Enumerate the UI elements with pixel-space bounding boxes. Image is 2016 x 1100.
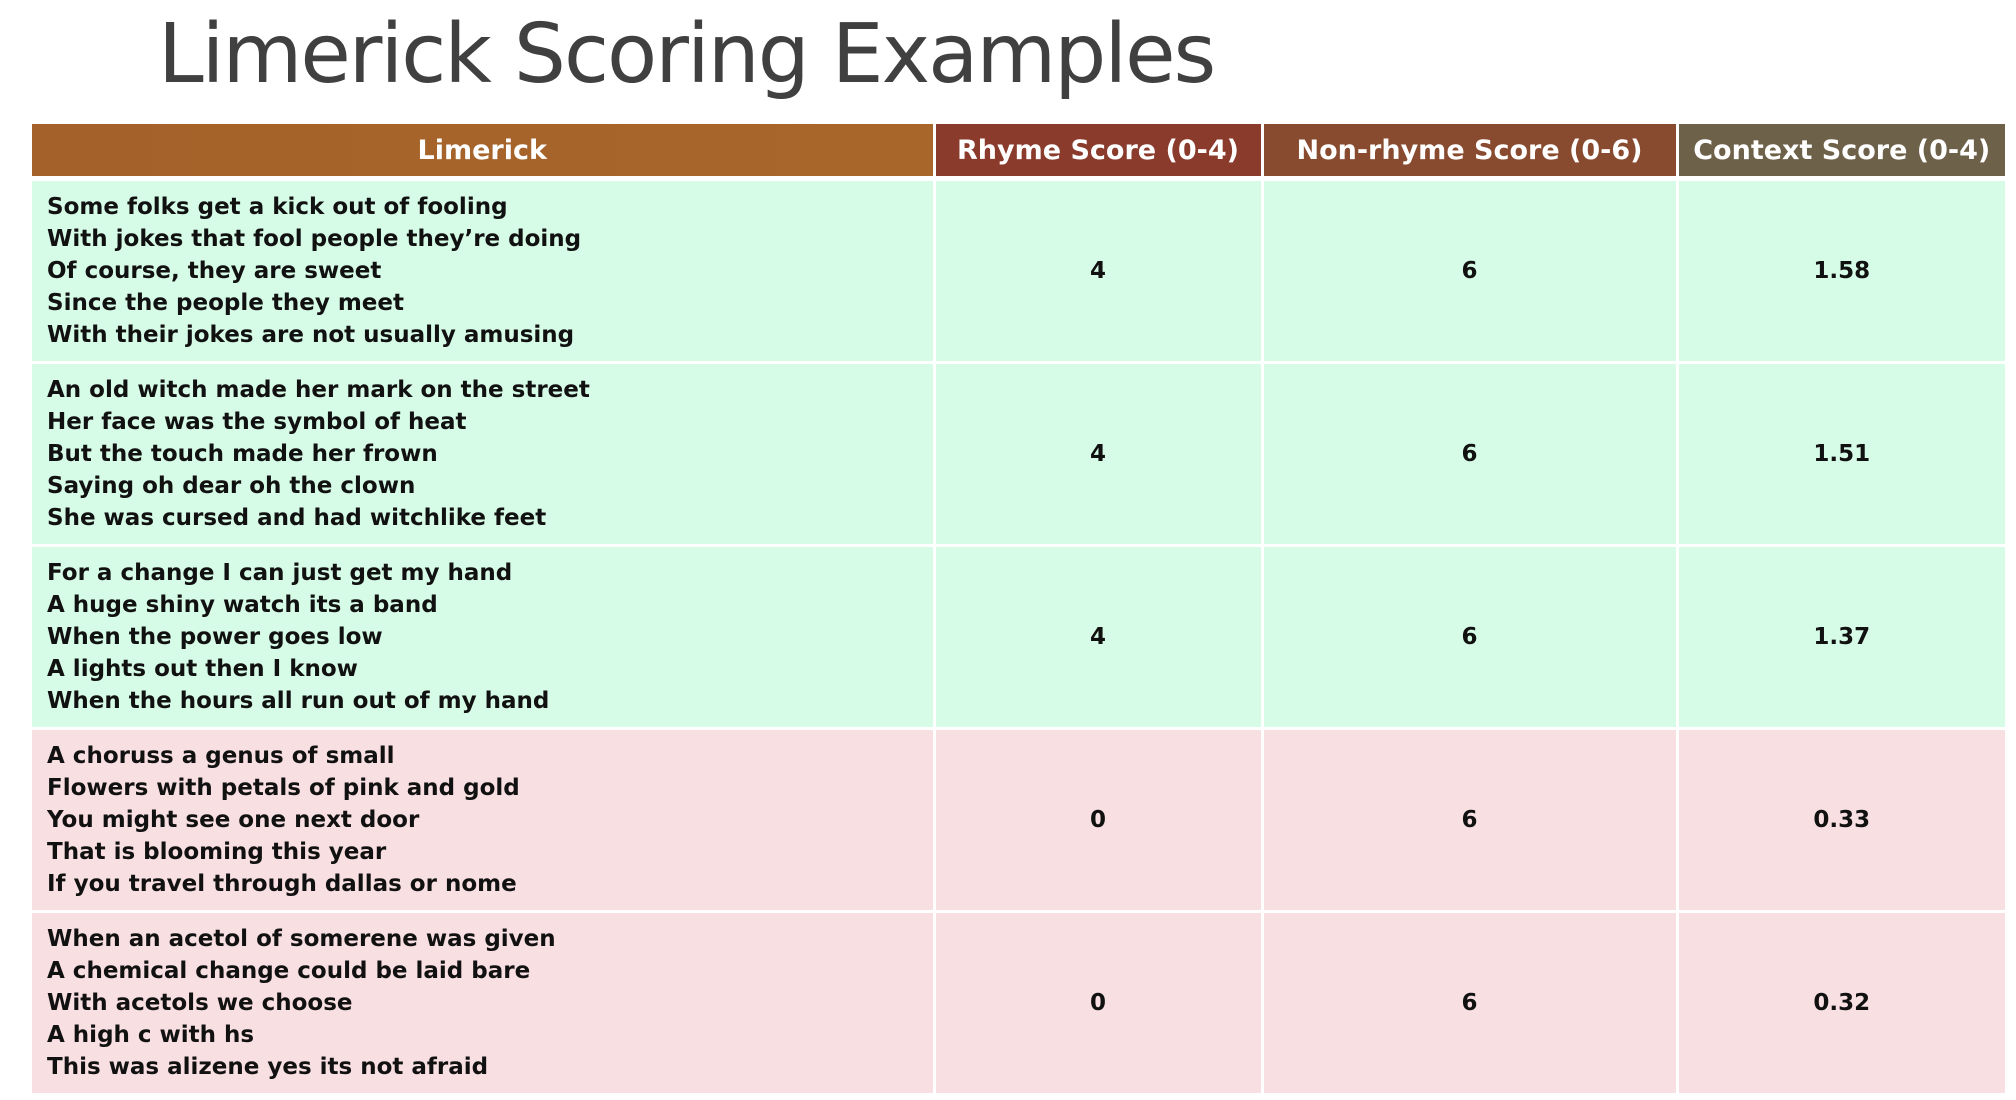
nonrhyme-score-cell: 6 [1262, 362, 1679, 547]
nonrhyme-score-cell: 6 [1262, 728, 1679, 913]
limerick-line: With acetols we choose [47, 990, 353, 1016]
limerick-line: When an acetol of somerene was given [47, 926, 556, 952]
context-score-cell: 0.32 [1677, 911, 2005, 1096]
rhyme-score-cell: 4 [934, 178, 1264, 364]
limerick-cell: A choruss a genus of small Flowers with … [32, 728, 936, 913]
limerick-cell: Some folks get a kick out of fooling Wit… [32, 178, 936, 364]
table-header-row: Limerick Rhyme Score (0-4) Non-rhyme Sco… [32, 124, 2005, 181]
rhyme-score-cell: 4 [934, 362, 1264, 547]
limerick-line: That is blooming this year [47, 839, 387, 865]
header-rhyme-score: Rhyme Score (0-4) [934, 124, 1264, 181]
limerick-line: Since the people they meet [47, 290, 404, 316]
limerick-cell: When an acetol of somerene was given A c… [32, 911, 936, 1096]
header-limerick: Limerick [32, 124, 936, 181]
limerick-line: For a change I can just get my hand [47, 560, 513, 586]
context-score-cell: 0.33 [1677, 728, 2005, 913]
limerick-line: A huge shiny watch its a band [47, 592, 438, 618]
table-row: For a change I can just get my hand A hu… [32, 545, 2005, 730]
rhyme-score-cell: 4 [934, 545, 1264, 730]
limerick-line: Flowers with petals of pink and gold [47, 775, 520, 801]
rhyme-score-cell: 0 [934, 911, 1264, 1096]
limerick-line: Some folks get a kick out of fooling [47, 194, 508, 220]
context-score-cell: 1.51 [1677, 362, 2005, 547]
nonrhyme-score-cell: 6 [1262, 178, 1679, 364]
limerick-line: You might see one next door [47, 807, 420, 833]
limerick-line: When the hours all run out of my hand [47, 688, 550, 714]
limerick-scores-table: Limerick Rhyme Score (0-4) Non-rhyme Sco… [32, 124, 2005, 1096]
limerick-line: With their jokes are not usually amusing [47, 322, 575, 348]
table-row: An old witch made her mark on the street… [32, 362, 2005, 547]
limerick-line: She was cursed and had witchlike feet [47, 505, 547, 531]
context-score-cell: 1.37 [1677, 545, 2005, 730]
context-score-cell: 1.58 [1677, 178, 2005, 364]
nonrhyme-score-cell: 6 [1262, 911, 1679, 1096]
limerick-line: If you travel through dallas or nome [47, 871, 517, 897]
limerick-line: A choruss a genus of small [47, 743, 395, 769]
limerick-line: But the touch made her frown [47, 441, 438, 467]
limerick-line: With jokes that fool people they’re doin… [47, 226, 582, 252]
limerick-cell: An old witch made her mark on the street… [32, 362, 936, 547]
limerick-line: A chemical change could be laid bare [47, 958, 531, 984]
limerick-line: A lights out then I know [47, 656, 358, 682]
limerick-line: An old witch made her mark on the street [47, 377, 590, 403]
nonrhyme-score-cell: 6 [1262, 545, 1679, 730]
limerick-line: A high c with hs [47, 1022, 255, 1048]
table-row: When an acetol of somerene was given A c… [32, 911, 2005, 1096]
limerick-line: This was alizene yes its not afraid [47, 1054, 489, 1080]
limerick-line: Of course, they are sweet [47, 258, 382, 284]
header-nonrhyme-score: Non-rhyme Score (0-6) [1262, 124, 1679, 181]
limerick-cell: For a change I can just get my hand A hu… [32, 545, 936, 730]
limerick-line: Her face was the symbol of heat [47, 409, 467, 435]
slide-title: Limerick Scoring Examples [158, 7, 1216, 102]
table-row: A choruss a genus of small Flowers with … [32, 728, 2005, 913]
header-context-score: Context Score (0-4) [1677, 124, 2005, 181]
limerick-line: Saying oh dear oh the clown [47, 473, 416, 499]
limerick-line: When the power goes low [47, 624, 383, 650]
table-row: Some folks get a kick out of fooling Wit… [32, 178, 2005, 364]
rhyme-score-cell: 0 [934, 728, 1264, 913]
